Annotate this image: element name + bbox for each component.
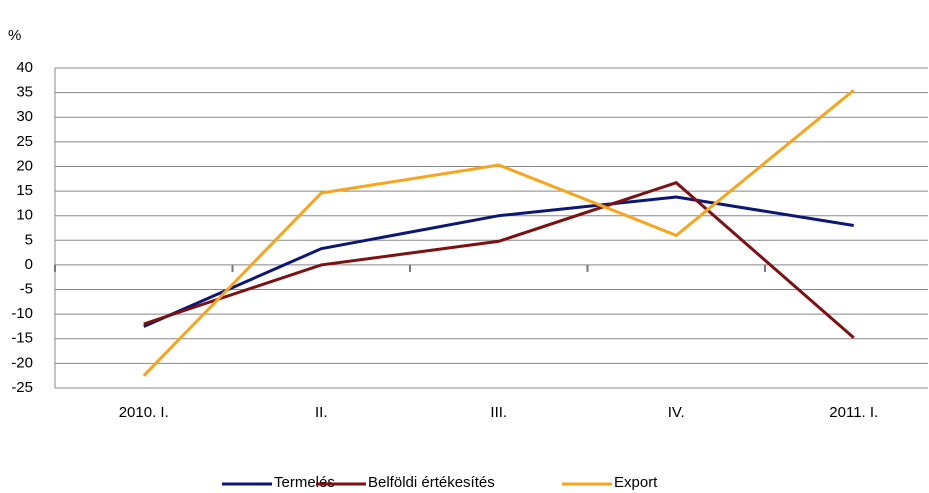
y-tick-label: 35 <box>16 84 33 101</box>
y-tick-label: 40 <box>16 59 33 76</box>
y-tick-label: 25 <box>16 133 33 150</box>
legend-label: Export <box>614 474 658 491</box>
series-line <box>143 195 854 328</box>
series-line <box>143 181 855 339</box>
y-tick-label: 0 <box>25 256 33 273</box>
legend-label: Termelés <box>274 474 335 491</box>
x-tick-label: II. <box>315 404 328 421</box>
x-tick-label: 2010. I. <box>119 404 169 421</box>
y-tick-label: -20 <box>11 354 33 371</box>
y-axis-label: % <box>8 27 21 44</box>
legend-label: Belföldi értékesítés <box>368 474 495 491</box>
series-line <box>142 88 855 377</box>
x-tick-label: IV. <box>668 404 685 421</box>
y-tick-label: -15 <box>11 330 33 347</box>
y-tick-label: 30 <box>16 108 33 125</box>
y-tick-label: 5 <box>25 231 33 248</box>
y-tick-label: 20 <box>16 157 33 174</box>
x-tick-label: 2011. I. <box>829 404 878 421</box>
y-tick-label: -25 <box>11 379 33 396</box>
y-tick-label: 15 <box>16 182 33 199</box>
x-tick-label: III. <box>490 404 507 421</box>
y-tick-label: 10 <box>16 207 33 224</box>
y-tick-label: -5 <box>20 281 33 298</box>
y-tick-label: -10 <box>11 305 33 322</box>
